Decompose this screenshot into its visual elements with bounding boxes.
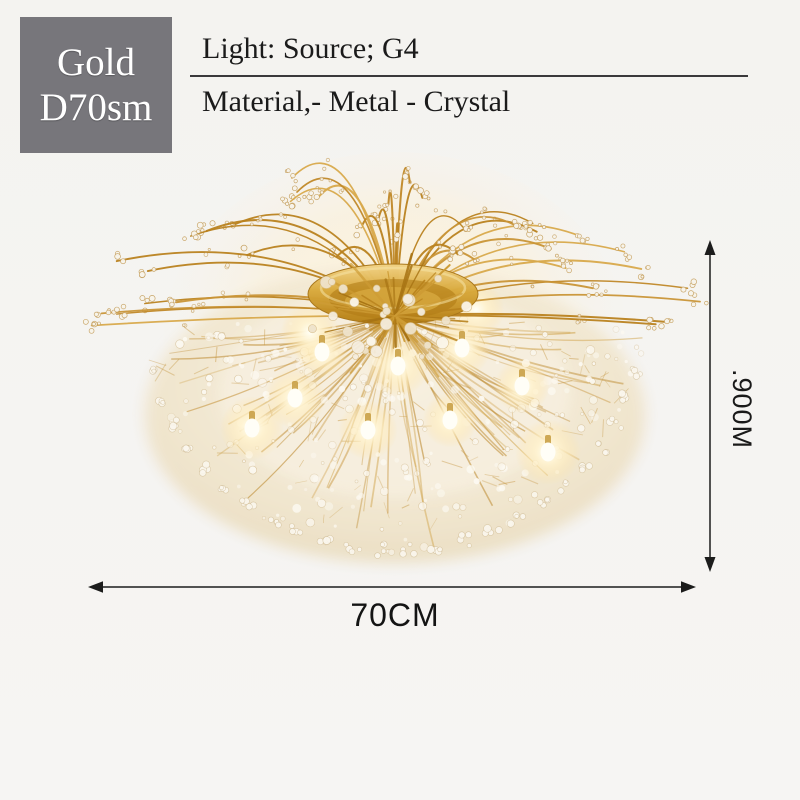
variant-badge: Gold D70sm [20, 17, 172, 153]
variant-badge-color: Gold [57, 40, 135, 84]
spec-light-source: Light: Source; G4 [190, 30, 748, 77]
variant-badge-size: D70sm [39, 85, 153, 129]
width-dimension-label: 70CM [350, 597, 440, 633]
height-dimension-label: .900M [727, 368, 757, 450]
spec-block: Light: Source; G4 Material,- Metal - Cry… [190, 30, 748, 119]
width-arrow-icon [88, 581, 696, 593]
spec-material: Material,- Metal - Crystal [202, 85, 511, 118]
height-arrow-icon [704, 240, 716, 572]
